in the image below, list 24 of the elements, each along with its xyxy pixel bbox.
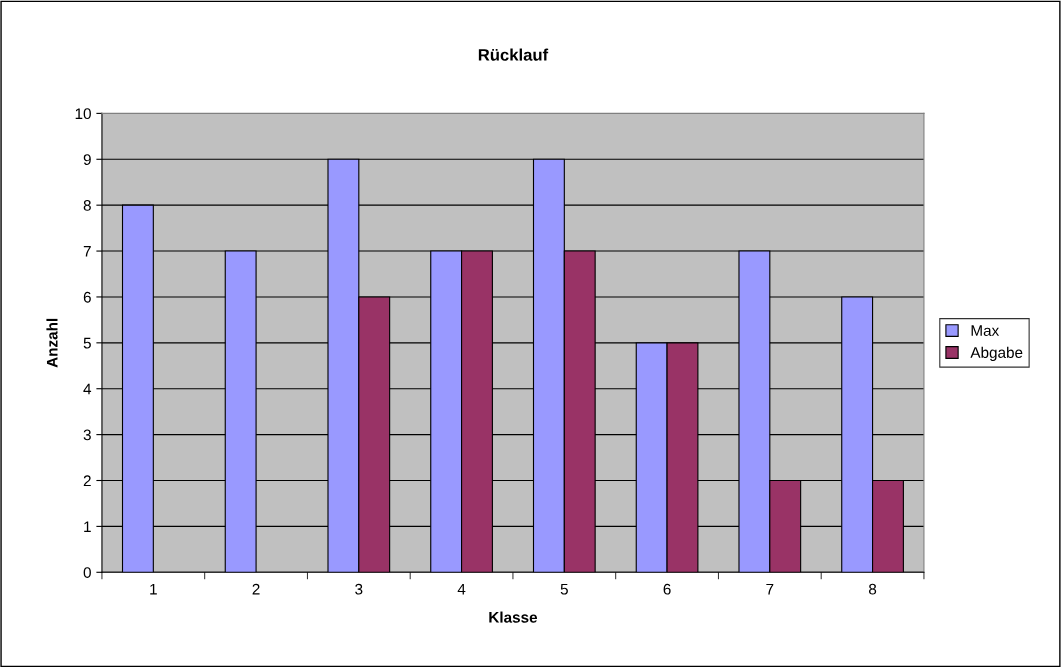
y-tick-label: 1 — [84, 521, 91, 532]
y-tick-label: 9 — [83, 154, 91, 165]
x-tick-label: 3 — [355, 583, 363, 595]
x-tick-label: 6 — [663, 583, 671, 595]
y-tick-label: 10 — [75, 108, 91, 120]
legend-label: Abgabe — [970, 346, 1023, 361]
chart-title: Rücklauf — [478, 48, 549, 61]
y-tick-label: 2 — [83, 475, 91, 487]
x-tick-label: 7 — [766, 583, 774, 595]
y-tick-label: 3 — [83, 429, 91, 441]
x-tick-label: 1 — [150, 583, 157, 595]
y-tick-label: 4 — [83, 383, 92, 395]
y-tick-label: 8 — [83, 200, 91, 211]
y-tick-label: 7 — [83, 246, 91, 257]
y-tick-label: 5 — [83, 337, 91, 349]
y-tick-label: 0 — [83, 567, 91, 578]
legend-label: Max — [971, 325, 1000, 336]
y-tick-label: 6 — [83, 291, 91, 303]
x-tick-label: 2 — [252, 583, 260, 595]
x-axis-title: Klasse — [489, 611, 538, 623]
x-tick-label: 8 — [868, 583, 877, 595]
x-tick-label: 4 — [457, 583, 466, 595]
x-tick-label: 5 — [560, 583, 568, 595]
y-axis-title: Anzahl — [46, 318, 58, 368]
